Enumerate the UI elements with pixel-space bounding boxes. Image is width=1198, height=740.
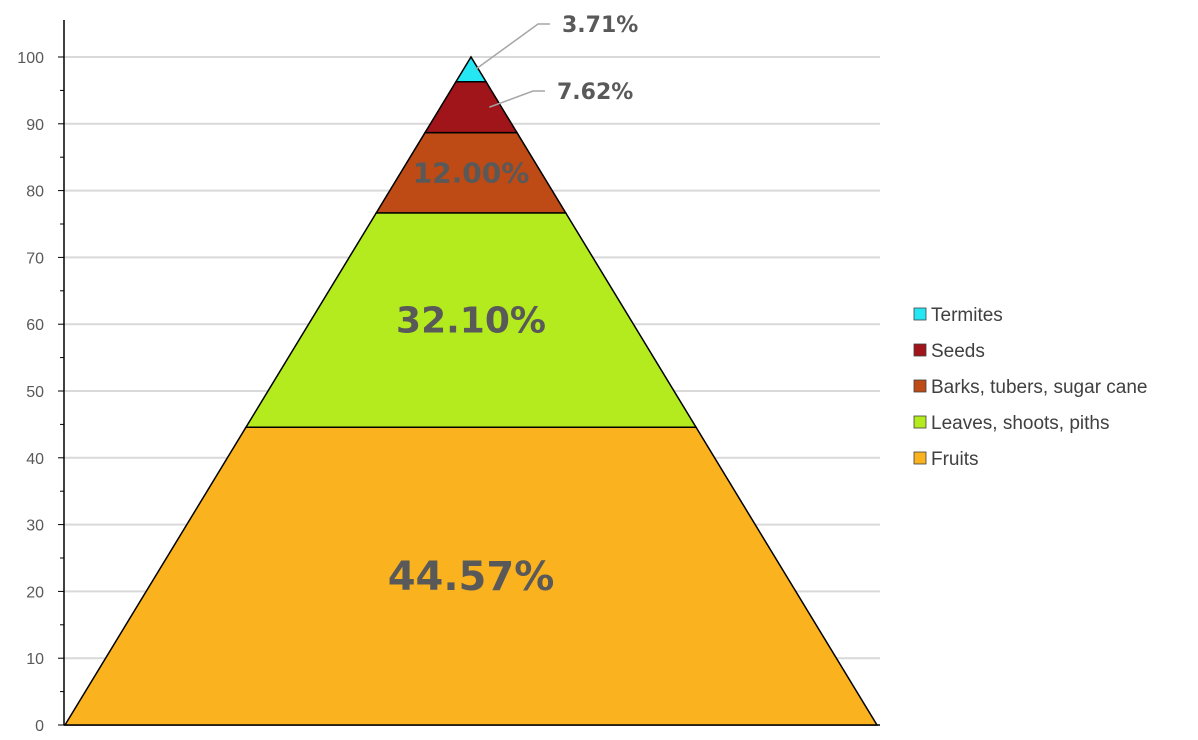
legend-swatch	[913, 307, 927, 321]
y-tick-label: 70	[26, 250, 44, 267]
data-label: 32.10%	[396, 301, 546, 342]
data-label: 7.62%	[557, 80, 633, 105]
y-tick-label: 50	[26, 384, 44, 401]
legend-swatch	[913, 415, 927, 429]
data-label: 44.57%	[388, 554, 555, 600]
y-tick-label: 30	[26, 518, 44, 535]
data-label: 3.71%	[562, 13, 638, 38]
legend-label: Leaves, shoots, piths	[931, 413, 1110, 434]
legend-label: Seeds	[931, 341, 985, 362]
legend-swatch	[913, 343, 927, 357]
leader-line	[489, 90, 545, 108]
y-tick-label: 80	[26, 184, 44, 201]
y-tick-label: 90	[26, 117, 44, 134]
y-tick-label: 100	[17, 50, 44, 67]
legend-label: Termites	[931, 305, 1003, 326]
y-tick-label: 10	[26, 651, 44, 668]
pyramid-layer-seeds	[423, 81, 519, 134]
legend-label: Barks, tubers, sugar cane	[931, 377, 1148, 398]
y-tick-label: 40	[26, 451, 44, 468]
data-label: 12.00%	[413, 157, 530, 190]
legend-label: Fruits	[931, 449, 979, 470]
leader-line	[475, 23, 550, 70]
legend-swatch	[913, 451, 927, 465]
y-tick-label: 60	[26, 317, 44, 334]
y-tick-label: 20	[26, 584, 44, 601]
legend-swatch	[913, 379, 927, 393]
y-tick-label: 0	[35, 718, 44, 735]
pyramid-layer-termites	[454, 55, 488, 83]
